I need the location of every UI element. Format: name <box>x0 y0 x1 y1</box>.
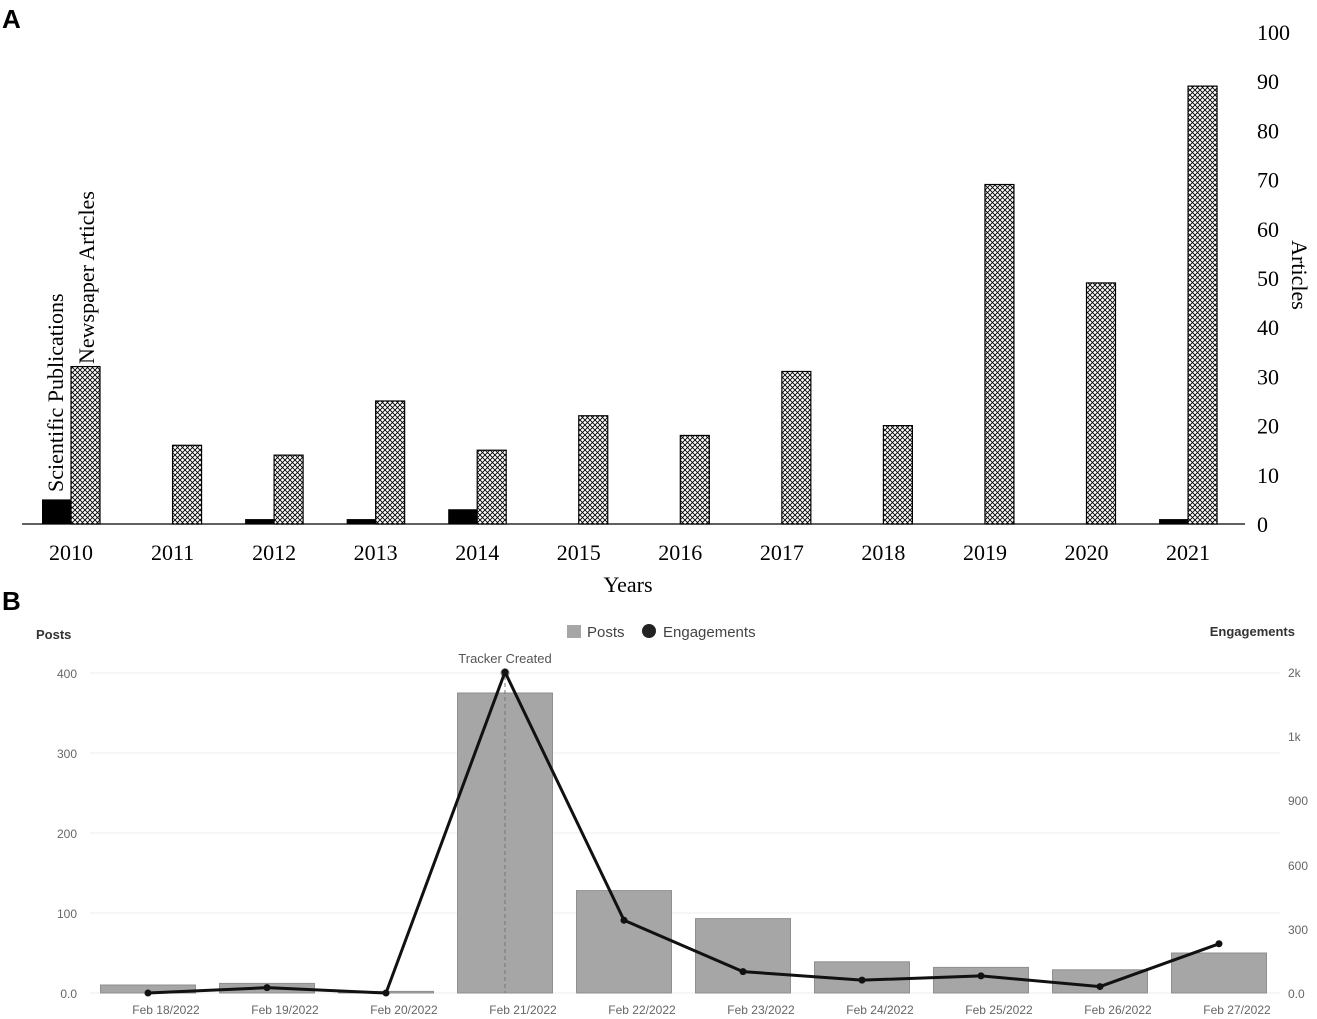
bar-scientific-2013 <box>346 519 376 524</box>
chart-a-y-tick-90: 90 <box>1257 69 1279 94</box>
chart-a-x-axis-title: Years <box>603 572 652 597</box>
bar-newspaper-2014 <box>476 449 507 525</box>
chart-b-x-tick-feb-18-2022: Feb 18/2022 <box>132 1003 200 1017</box>
chart-b-right-tick-2k: 2k <box>1288 666 1302 680</box>
bar-scientific-2021 <box>1159 519 1189 524</box>
engagements-point-feb-25-2022 <box>977 972 985 980</box>
chart-a-y-tick-60: 60 <box>1257 217 1279 242</box>
chart-b-left-tick-100: 100 <box>57 907 77 921</box>
chart-a-x-tick-2020: 2020 <box>1065 540 1109 565</box>
chart-b-left-tick-300: 300 <box>57 747 77 761</box>
chart-a-y-tick-50: 50 <box>1257 266 1279 291</box>
chart-a-x-tick-2010: 2010 <box>49 540 93 565</box>
panel-label-b: B <box>2 586 21 616</box>
chart-b-x-tick-feb-20-2022: Feb 20/2022 <box>370 1003 438 1017</box>
engagements-point-feb-19-2022 <box>263 984 271 992</box>
chart-a-x-tick-2016: 2016 <box>658 540 702 565</box>
chart-a: 0 10 20 30 40 50 60 70 80 90 100 2010 2011 2012 2013 2… <box>22 20 1312 597</box>
legend-label-scientific-publications: Scientific Publications <box>43 293 68 492</box>
bar-scientific-2012 <box>245 519 275 524</box>
bar-newspaper-2019 <box>984 183 1015 525</box>
chart-a-y-tick-70: 70 <box>1257 168 1279 193</box>
bar-newspaper-2018 <box>882 425 914 525</box>
chart-b-x-tick-feb-27-2022: Feb 27/2022 <box>1203 1003 1271 1017</box>
bar-newspaper-2016 <box>679 434 710 525</box>
chart-a-x-tick-2017: 2017 <box>760 540 804 565</box>
bar-scientific-2010 <box>42 499 71 524</box>
chart-a-y-tick-20: 20 <box>1257 414 1279 439</box>
engagements-point-feb-22-2022 <box>620 916 628 924</box>
engagements-point-feb-23-2022 <box>739 968 747 976</box>
chart-b-x-tick-feb-24-2022: Feb 24/2022 <box>846 1003 914 1017</box>
bar-posts-feb-23-2022 <box>695 918 791 994</box>
bar-newspaper-2010 <box>70 365 101 525</box>
chart-b-x-tick-feb-19-2022: Feb 19/2022 <box>251 1003 319 1017</box>
bar-newspaper-2015 <box>578 415 609 525</box>
legend-swatch-posts <box>567 625 581 638</box>
bar-posts-feb-22-2022 <box>576 890 672 994</box>
chart-b-x-tick-feb-21-2022: Feb 21/2022 <box>489 1003 557 1017</box>
bar-newspaper-2013 <box>375 400 406 525</box>
legend-label-engagements: Engagements <box>663 624 756 641</box>
chart-b-right-tick-1k: 1k <box>1288 730 1302 744</box>
legend-label-posts: Posts <box>587 624 625 641</box>
chart-a-y-tick-10: 10 <box>1257 463 1279 488</box>
chart-b-right-tick-600: 600 <box>1288 859 1308 873</box>
chart-a-x-tick-2021: 2021 <box>1166 540 1210 565</box>
bar-newspaper-2021 <box>1187 85 1218 525</box>
engagements-point-feb-20-2022 <box>382 989 390 997</box>
chart-b-left-tick-0-0: 0.0 <box>60 987 77 1001</box>
bar-newspaper-2020 <box>1085 282 1117 525</box>
engagements-point-feb-27-2022 <box>1215 940 1223 948</box>
chart-b-x-tick-feb-22-2022: Feb 22/2022 <box>608 1003 676 1017</box>
legend-swatch-engagements <box>642 624 656 638</box>
chart-a-y-tick-0: 0 <box>1257 512 1268 537</box>
bar-scientific-2014 <box>448 509 478 524</box>
chart-a-y-tick-40: 40 <box>1257 315 1279 340</box>
chart-a-x-tick-2018: 2018 <box>861 540 905 565</box>
chart-b-right-tick-900: 900 <box>1288 794 1308 808</box>
panel-label-a: A <box>2 4 21 34</box>
chart-b-right-tick-300: 300 <box>1288 923 1308 937</box>
chart-b-left-tick-400: 400 <box>57 667 77 681</box>
bar-newspaper-2011 <box>171 444 203 525</box>
engagements-point-feb-26-2022 <box>1096 983 1104 991</box>
chart-b-right-axis-title: Engagements <box>1210 624 1295 639</box>
engagements-point-feb-21-2022 <box>501 668 509 676</box>
engagements-line <box>147 668 1220 995</box>
chart-b-left-tick-200: 200 <box>57 827 77 841</box>
chart-b-x-tick-feb-23-2022: Feb 23/2022 <box>727 1003 795 1017</box>
engagements-point-feb-18-2022 <box>144 989 152 997</box>
engagements-point-feb-24-2022 <box>858 976 866 984</box>
chart-b-legend: Posts Engagements <box>567 624 756 641</box>
bar-posts-feb-27-2022 <box>1171 952 1267 994</box>
chart-a-x-tick-2015: 2015 <box>557 540 601 565</box>
chart-b-x-tick-feb-25-2022: Feb 25/2022 <box>965 1003 1033 1017</box>
chart-a-y-axis-title: Articles <box>1287 240 1312 310</box>
chart-b-left-axis-title: Posts <box>36 627 71 642</box>
chart-b-right-tick-0-0: 0.0 <box>1288 987 1305 1001</box>
chart-a-y-tick-30: 30 <box>1257 364 1279 389</box>
legend-label-newspaper-articles: Newspaper Articles <box>74 191 99 364</box>
chart-a-x-tick-2014: 2014 <box>455 540 499 565</box>
chart-a-x-tick-2013: 2013 <box>354 540 398 565</box>
chart-a-x-tick-2019: 2019 <box>963 540 1007 565</box>
chart-b-x-tick-feb-26-2022: Feb 26/2022 <box>1084 1003 1152 1017</box>
chart-a-x-tick-2011: 2011 <box>151 540 194 565</box>
chart-a-y-tick-80: 80 <box>1257 118 1279 143</box>
chart-a-x-tick-2012: 2012 <box>252 540 296 565</box>
chart-a-y-tick-100: 100 <box>1257 20 1290 45</box>
chart-b: 0.0 100 200 300 400 0.0 300 600 900 1k 2k Tracker… <box>36 624 1308 1017</box>
tracker-created-annotation: Tracker Created <box>458 651 551 666</box>
bar-newspaper-2012 <box>273 454 304 525</box>
bar-newspaper-2017 <box>781 370 812 525</box>
